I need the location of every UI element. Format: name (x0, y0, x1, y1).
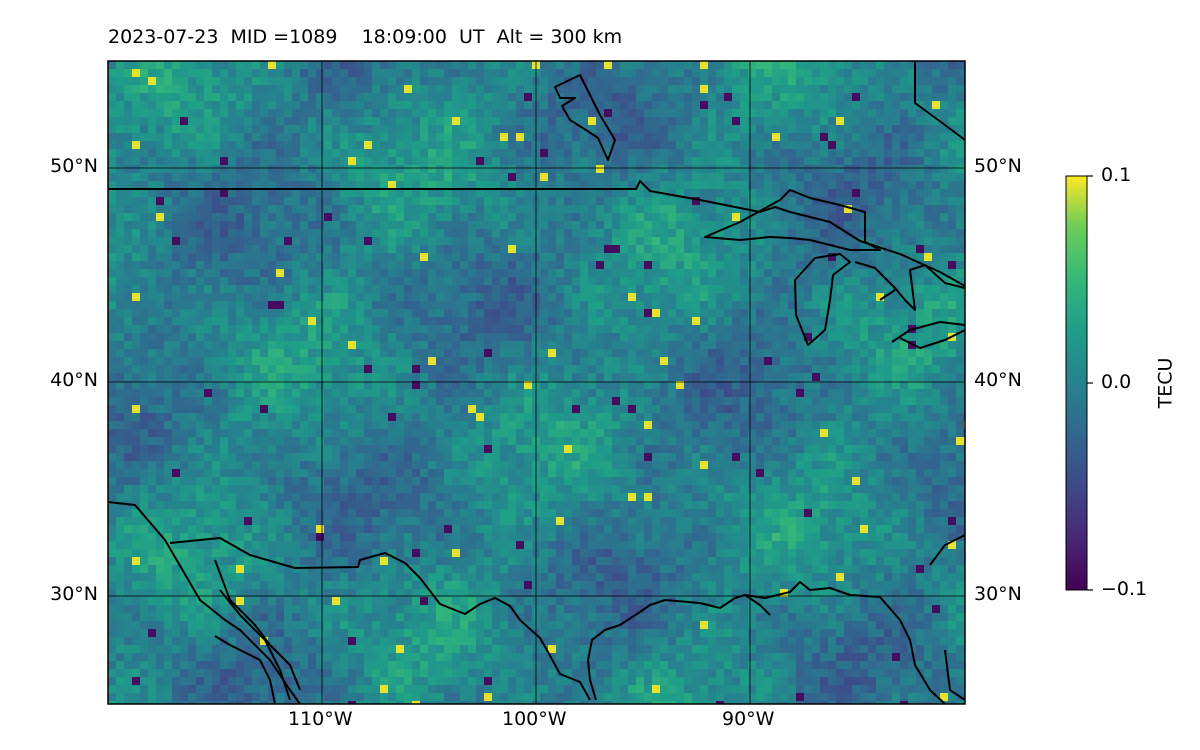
lake-michigan (794, 253, 851, 346)
colorbar-tick-max: 0.1 (1101, 164, 1132, 186)
colorbar-tick-zero: 0.0 (1101, 371, 1132, 393)
lake-superior (704, 189, 881, 251)
colorbar-ticks (1087, 175, 1093, 591)
coastlines (108, 61, 965, 704)
gulf-of-california (214, 559, 301, 704)
lat-label-40n-right: 40°N (974, 369, 1022, 391)
lon-label-110w: 110°W (288, 708, 353, 730)
island-outline (554, 74, 616, 161)
graticule (108, 61, 965, 704)
lon-label-100w: 100°W (502, 708, 567, 730)
colorbar (1065, 175, 1088, 591)
lake-erie-ontario (891, 321, 965, 349)
lake-huron (854, 261, 965, 311)
mexico-border (169, 537, 591, 701)
lat-label-40n-left: 40°N (50, 369, 98, 391)
coastline-east (929, 534, 965, 701)
baja-coast (108, 501, 301, 704)
lon-label-90w: 90°W (722, 708, 775, 730)
map-frame (107, 60, 966, 705)
colorbar-label: TECU (1154, 357, 1177, 409)
us-canada-border (108, 180, 965, 287)
lat-label-30n-left: 30°N (50, 583, 98, 605)
map-title: 2023-07-23 MID =1089 18:09:00 UT Alt = 3… (108, 26, 623, 48)
colorbar-tick-min: −0.1 (1101, 578, 1148, 600)
lat-label-30n-right: 30°N (974, 583, 1022, 605)
coastline-ne (914, 61, 965, 141)
lat-label-50n-left: 50°N (50, 155, 98, 177)
lat-label-50n-right: 50°N (974, 155, 1022, 177)
